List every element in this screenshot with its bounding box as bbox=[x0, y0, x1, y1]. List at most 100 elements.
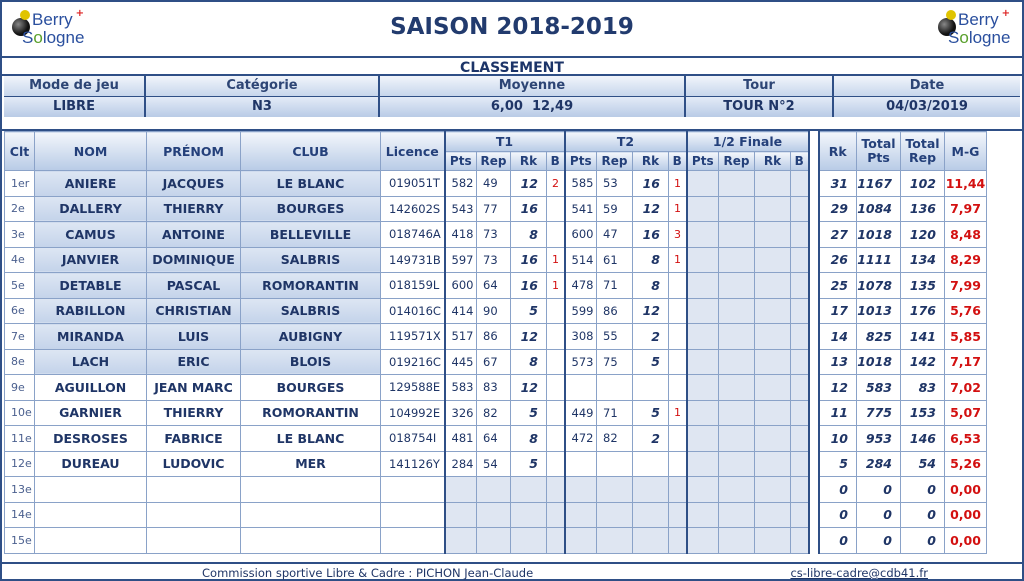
col-group-t1: T1 bbox=[443, 131, 565, 152]
table-row: 3e CAMUS ANTOINE BELLEVILLE 018746A 418 73 8 600… bbox=[4, 221, 987, 248]
club-cell: BOURGES bbox=[240, 374, 381, 401]
finale-b-cell bbox=[790, 272, 810, 299]
col-rk-total: Rk bbox=[817, 131, 857, 171]
info-value-row: LIBRE N3 6,00 12,49 TOUR N°2 04/03/2019 bbox=[4, 96, 1020, 117]
rank-cell: 10e bbox=[4, 399, 35, 426]
t1-rep-cell: 73 bbox=[476, 221, 511, 248]
t1-rep-cell: 49 bbox=[476, 170, 511, 197]
table-row: 11e DESROSES FABRICE LE BLANC 018754I 481 64 8 4… bbox=[4, 425, 987, 452]
mg-cell: 0,00 bbox=[944, 476, 987, 503]
nom-cell: RABILLON bbox=[34, 297, 147, 324]
t2-b-cell: 1 bbox=[668, 170, 687, 197]
club-cell: SALBRIS bbox=[240, 297, 381, 324]
t2-rep-cell bbox=[596, 450, 633, 477]
col-finale-rep: Rep bbox=[718, 151, 755, 171]
rank-cell: 9e bbox=[4, 374, 35, 401]
t2-rep-cell: 53 bbox=[596, 170, 633, 197]
t2-b-cell: 1 bbox=[668, 246, 687, 273]
finale-pts-cell bbox=[685, 476, 719, 503]
nom-cell: JANVIER bbox=[34, 246, 147, 273]
yellow-ball-icon bbox=[946, 10, 956, 20]
total-rk-cell: 14 bbox=[817, 323, 857, 350]
t2-b-cell bbox=[668, 297, 687, 324]
logo-word-sologne: Sologne bbox=[948, 28, 1011, 47]
t1-rep-cell bbox=[476, 527, 511, 554]
mg-cell: 8,48 bbox=[944, 221, 987, 248]
licence-cell: 149731B bbox=[380, 246, 445, 273]
table-row: 7e MIRANDA LUIS AUBIGNY 119571X 517 86 12 308 55 2… bbox=[4, 323, 987, 350]
finale-pts-cell bbox=[685, 221, 719, 248]
table-row: 6e RABILLON CHRISTIAN SALBRIS 014016C 414 90 5 5… bbox=[4, 297, 987, 324]
t1-pts-cell: 583 bbox=[443, 374, 477, 401]
finale-pts-cell bbox=[685, 527, 719, 554]
finale-pts-cell bbox=[685, 348, 719, 375]
table-row: 5e DETABLE PASCAL ROMORANTIN 018159L 600 64 16 1… bbox=[4, 272, 987, 299]
licence-cell bbox=[380, 476, 445, 503]
t2-pts-cell: 308 bbox=[563, 323, 597, 350]
col-t1-b: B bbox=[546, 151, 565, 171]
t2-b-cell: 1 bbox=[668, 399, 687, 426]
club-cell bbox=[240, 501, 381, 528]
total-pts-cell: 0 bbox=[856, 527, 901, 554]
plus-icon: + bbox=[1001, 8, 1010, 19]
nom-cell bbox=[34, 527, 147, 554]
club-cell: BELLEVILLE bbox=[240, 221, 381, 248]
total-rep-cell: 142 bbox=[900, 348, 945, 375]
t1-b-cell bbox=[546, 450, 565, 477]
t1-rk-cell: 5 bbox=[510, 450, 547, 477]
finale-rep-cell bbox=[718, 246, 755, 273]
col-t1-rk: Rk bbox=[510, 151, 547, 171]
nom-cell: CAMUS bbox=[34, 221, 147, 248]
t1-rep-cell: 73 bbox=[476, 246, 511, 273]
total-pts-cell: 1167 bbox=[856, 170, 901, 197]
t2-b-cell bbox=[668, 374, 687, 401]
t2-rk-cell: 5 bbox=[632, 348, 669, 375]
prenom-cell: DOMINIQUE bbox=[146, 246, 241, 273]
total-rk-cell: 0 bbox=[817, 476, 857, 503]
t1-rk-cell: 16 bbox=[510, 246, 547, 273]
t1-rk-cell bbox=[510, 476, 547, 503]
nom-cell: LACH bbox=[34, 348, 147, 375]
licence-cell bbox=[380, 527, 445, 554]
finale-rep-cell bbox=[718, 450, 755, 477]
column-separator bbox=[808, 247, 819, 273]
licence-cell: 104992E bbox=[380, 399, 445, 426]
club-cell: MER bbox=[240, 450, 381, 477]
finale-rep-cell bbox=[718, 221, 755, 248]
finale-rk-cell bbox=[754, 246, 791, 273]
finale-pts-cell bbox=[685, 323, 719, 350]
column-separator bbox=[808, 451, 819, 477]
mg-cell: 5,07 bbox=[944, 399, 987, 426]
finale-b-cell bbox=[790, 297, 810, 324]
column-separator bbox=[808, 425, 819, 451]
finale-b-cell bbox=[790, 527, 810, 554]
finale-b-cell bbox=[790, 425, 810, 452]
t1-rk-cell: 8 bbox=[510, 221, 547, 248]
table-row: 2e DALLERY THIERRY BOURGES 142602S 543 77 16 541… bbox=[4, 195, 987, 222]
finale-pts-cell bbox=[685, 399, 719, 426]
t2-rep-cell bbox=[596, 501, 633, 528]
t1-b-cell bbox=[546, 501, 565, 528]
club-cell: AUBIGNY bbox=[240, 323, 381, 350]
total-rep-cell: 136 bbox=[900, 195, 945, 222]
mg-cell: 7,97 bbox=[944, 195, 987, 222]
finale-pts-cell bbox=[685, 501, 719, 528]
t2-pts-cell: 585 bbox=[563, 170, 597, 197]
t1-rk-cell: 5 bbox=[510, 297, 547, 324]
total-rep-cell: 54 bbox=[900, 450, 945, 477]
label-moyenne: Moyenne bbox=[380, 76, 686, 96]
col-group-finale: 1/2 Finale bbox=[685, 131, 810, 152]
email-link[interactable]: cs-libre-cadre@cdb41.fr bbox=[790, 566, 928, 580]
t1-pts-cell: 597 bbox=[443, 246, 477, 273]
t1-rep-cell: 83 bbox=[476, 374, 511, 401]
finale-rk-cell bbox=[754, 450, 791, 477]
club-cell: SALBRIS bbox=[240, 246, 381, 273]
licence-cell: 019216C bbox=[380, 348, 445, 375]
column-separator bbox=[808, 272, 819, 298]
t2-pts-cell: 573 bbox=[563, 348, 597, 375]
prenom-cell: PASCAL bbox=[146, 272, 241, 299]
licence-cell: 014016C bbox=[380, 297, 445, 324]
finale-b-cell bbox=[790, 501, 810, 528]
total-rep-cell: 0 bbox=[900, 527, 945, 554]
